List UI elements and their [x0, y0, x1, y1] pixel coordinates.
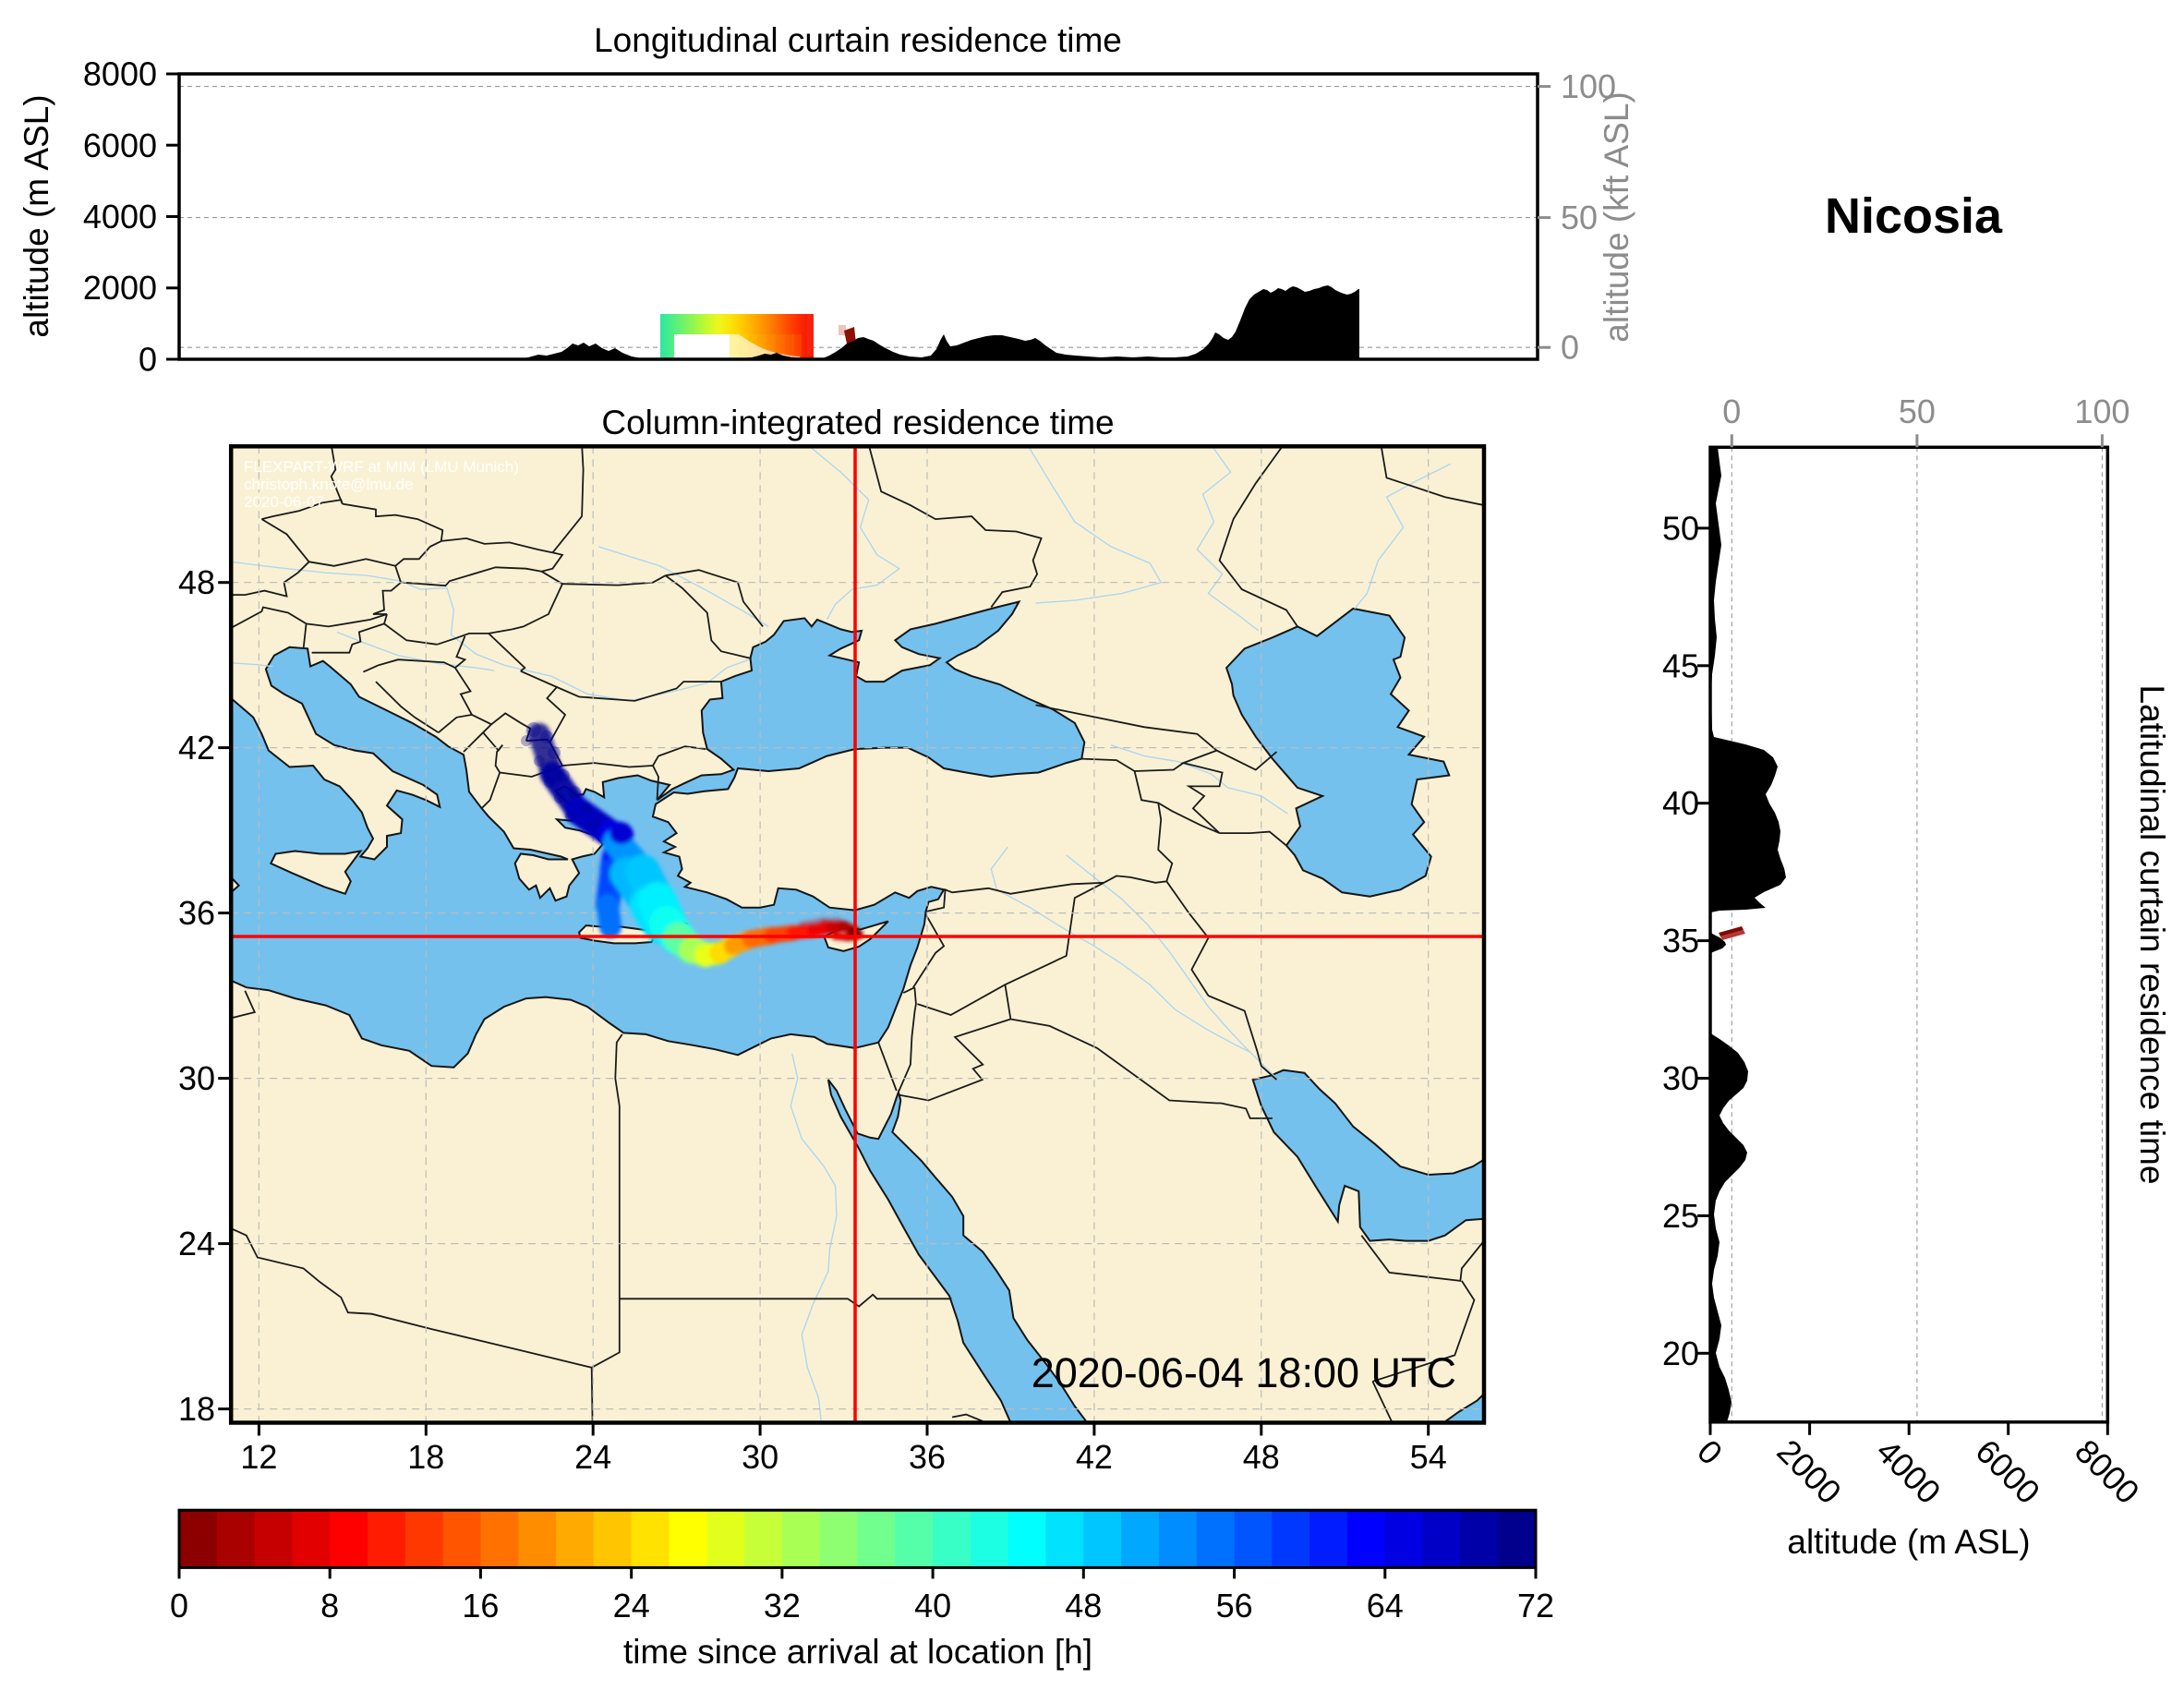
svg-text:Longitudinal curtain residence: Longitudinal curtain residence time: [594, 21, 1122, 59]
svg-text:2020-06-07: 2020-06-07: [244, 493, 324, 511]
svg-text:100: 100: [2074, 393, 2130, 430]
svg-text:64: 64: [1367, 1587, 1404, 1624]
svg-text:54: 54: [1410, 1438, 1447, 1476]
svg-text:altitude (m ASL): altitude (m ASL): [18, 94, 55, 337]
svg-text:4000: 4000: [83, 198, 157, 236]
svg-text:48: 48: [1065, 1587, 1102, 1624]
svg-text:0: 0: [1722, 393, 1741, 430]
svg-text:56: 56: [1216, 1587, 1253, 1624]
svg-text:0: 0: [170, 1587, 188, 1624]
svg-text:8: 8: [320, 1587, 339, 1624]
svg-text:8000: 8000: [83, 55, 157, 93]
svg-text:altitude (kft ASL): altitude (kft ASL): [1598, 91, 1635, 342]
svg-text:FLEXPART-WRF at MIM (LMU Munic: FLEXPART-WRF at MIM (LMU Munich): [244, 458, 519, 476]
svg-text:50: 50: [1899, 393, 1936, 430]
svg-text:25: 25: [1662, 1197, 1699, 1235]
svg-text:0: 0: [1561, 329, 1579, 367]
svg-text:48: 48: [1243, 1438, 1280, 1476]
svg-text:32: 32: [764, 1587, 801, 1624]
svg-text:40: 40: [1662, 784, 1699, 822]
svg-text:Column-integrated residence ti: Column-integrated residence time: [601, 404, 1114, 441]
svg-text:Latitudinal curtain residence: Latitudinal curtain residence time: [2133, 685, 2171, 1185]
svg-text:35: 35: [1662, 922, 1699, 960]
svg-text:100: 100: [1561, 67, 1616, 105]
svg-text:30: 30: [1662, 1059, 1699, 1097]
svg-text:40: 40: [914, 1587, 951, 1624]
svg-text:30: 30: [178, 1059, 215, 1097]
svg-text:36: 36: [178, 894, 215, 932]
svg-text:45: 45: [1662, 646, 1699, 684]
svg-text:36: 36: [909, 1438, 946, 1476]
svg-text:altitude (m ASL): altitude (m ASL): [1787, 1523, 2030, 1561]
svg-text:30: 30: [742, 1438, 778, 1476]
svg-text:50: 50: [1662, 509, 1699, 547]
svg-text:christoph.knote@lmu.de: christoph.knote@lmu.de: [244, 476, 414, 493]
svg-text:24: 24: [613, 1587, 650, 1624]
svg-text:18: 18: [407, 1438, 444, 1476]
svg-text:72: 72: [1517, 1587, 1554, 1624]
svg-text:16: 16: [462, 1587, 499, 1624]
svg-text:12: 12: [240, 1438, 277, 1476]
svg-text:0: 0: [139, 341, 157, 379]
svg-text:2020-06-04 18:00 UTC: 2020-06-04 18:00 UTC: [1032, 1349, 1456, 1396]
svg-text:2000: 2000: [83, 269, 157, 307]
svg-text:42: 42: [1076, 1438, 1113, 1476]
svg-text:50: 50: [1561, 199, 1598, 236]
svg-text:time since arrival at location: time since arrival at location [h]: [623, 1633, 1092, 1671]
svg-text:20: 20: [1662, 1335, 1699, 1372]
svg-text:Nicosia: Nicosia: [1825, 188, 2003, 244]
svg-text:6000: 6000: [83, 127, 157, 164]
svg-text:24: 24: [574, 1438, 611, 1476]
svg-text:18: 18: [178, 1390, 215, 1428]
svg-text:42: 42: [178, 729, 215, 767]
svg-text:48: 48: [178, 563, 215, 601]
svg-text:24: 24: [178, 1225, 215, 1262]
